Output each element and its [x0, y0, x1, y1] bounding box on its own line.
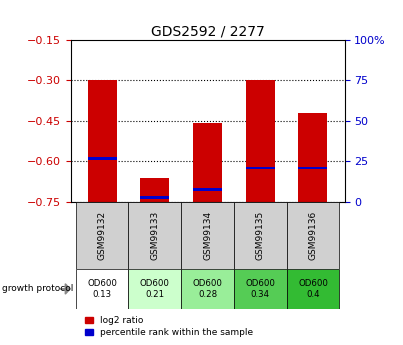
Bar	[193, 188, 222, 191]
Bar	[129, 269, 181, 309]
Text: OD600
0.13: OD600 0.13	[87, 279, 117, 299]
Text: growth protocol: growth protocol	[2, 284, 73, 294]
Bar	[234, 269, 287, 309]
Bar	[246, 167, 275, 169]
Bar	[299, 167, 328, 169]
Bar	[76, 202, 129, 269]
Text: OD600
0.28: OD600 0.28	[193, 279, 222, 299]
Bar	[287, 202, 339, 269]
Bar	[87, 80, 116, 202]
Bar	[299, 113, 328, 202]
Title: GDS2592 / 2277: GDS2592 / 2277	[151, 24, 264, 39]
Text: OD600
0.4: OD600 0.4	[298, 279, 328, 299]
Bar	[181, 202, 234, 269]
Bar	[87, 157, 116, 160]
Bar	[129, 202, 181, 269]
Bar	[234, 202, 287, 269]
Bar	[76, 269, 129, 309]
Bar	[140, 196, 169, 199]
Legend: log2 ratio, percentile rank within the sample: log2 ratio, percentile rank within the s…	[85, 316, 253, 337]
Bar	[140, 178, 169, 202]
Text: GSM99134: GSM99134	[203, 211, 212, 260]
Text: GSM99136: GSM99136	[308, 211, 318, 260]
Bar	[181, 269, 234, 309]
Text: OD600
0.34: OD600 0.34	[245, 279, 275, 299]
Bar	[193, 124, 222, 202]
Bar	[246, 80, 275, 202]
Text: GSM99133: GSM99133	[150, 211, 159, 260]
Text: GSM99132: GSM99132	[98, 211, 107, 260]
Text: GSM99135: GSM99135	[256, 211, 265, 260]
Bar	[287, 269, 339, 309]
Text: OD600
0.21: OD600 0.21	[140, 279, 170, 299]
